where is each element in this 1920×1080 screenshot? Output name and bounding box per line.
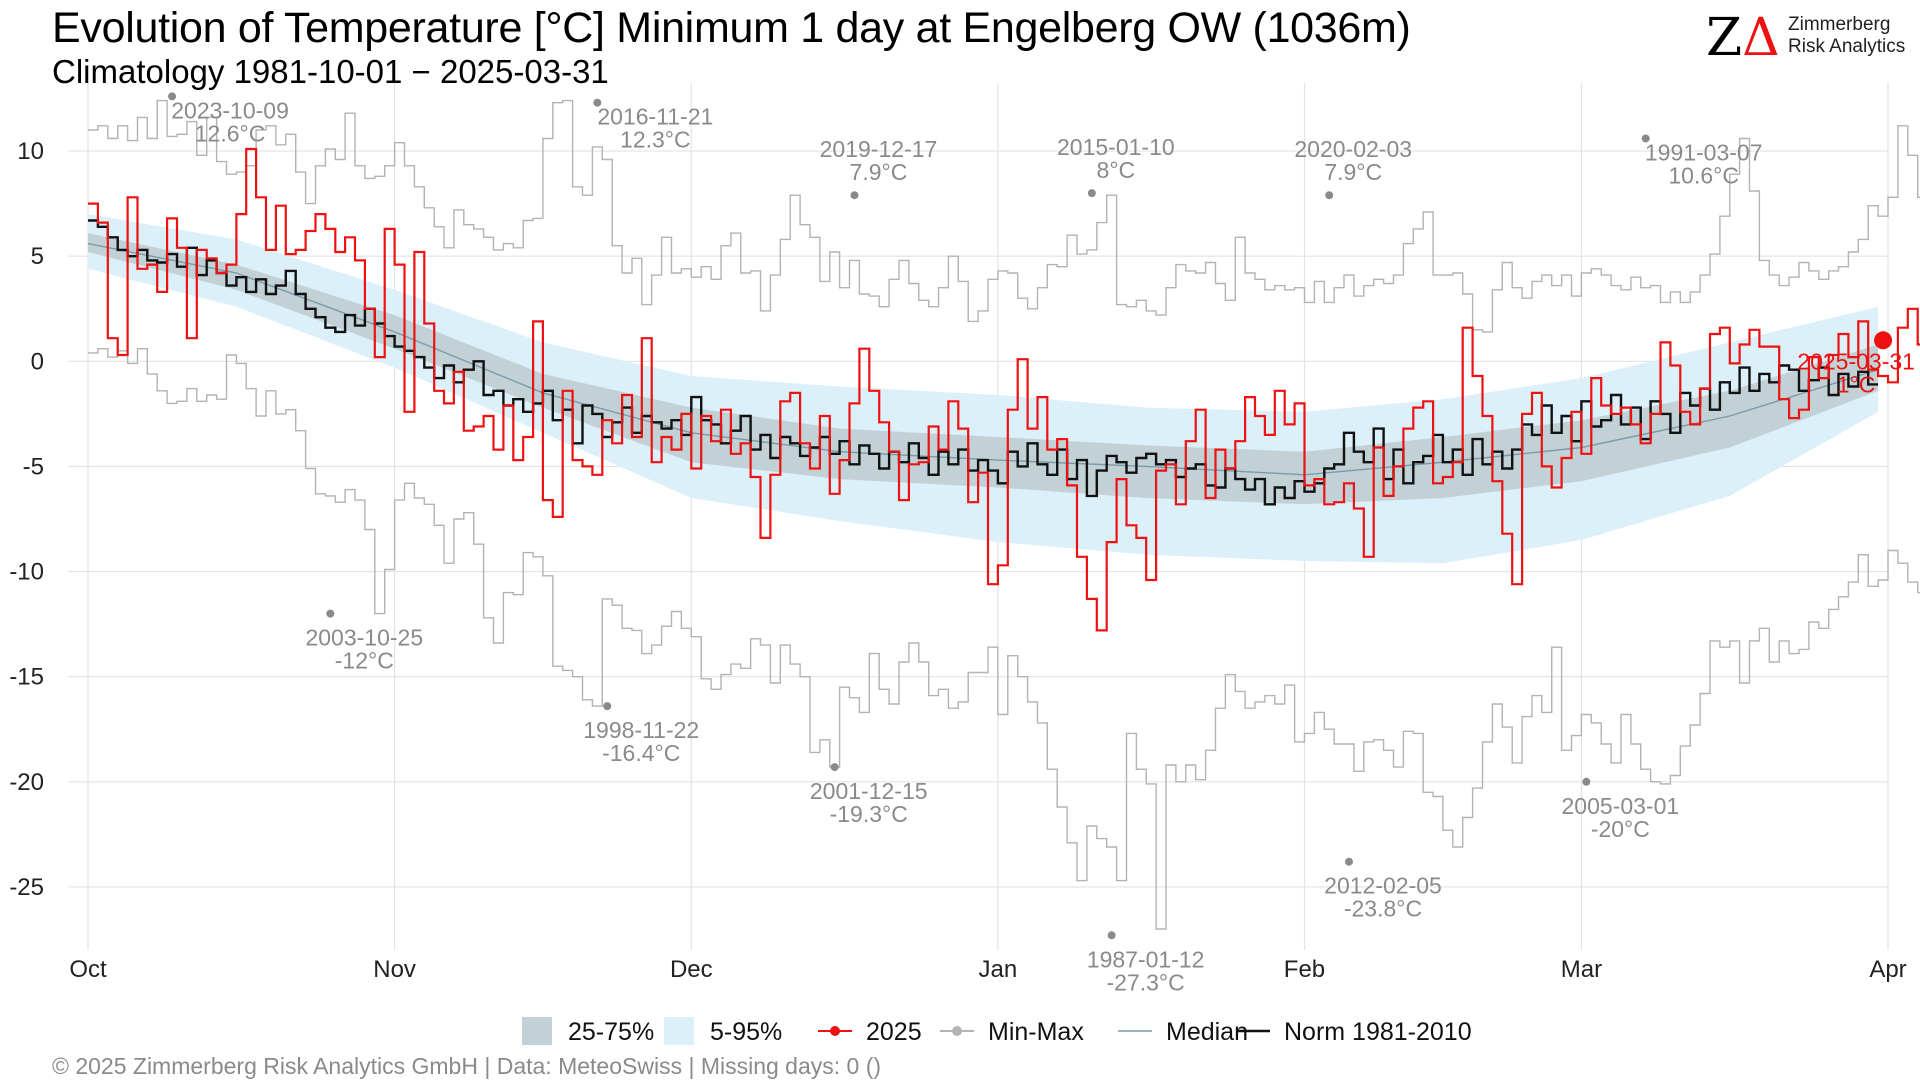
legend-label: 25-75% — [568, 1018, 654, 1046]
legend-item-minmax: Min-Max — [940, 1018, 1084, 1046]
y-tick-label: -15 — [9, 664, 44, 691]
extreme-date-label: 2003-10-25 — [305, 625, 423, 651]
legend-swatch-dot — [830, 1026, 840, 1036]
extreme-value-label: 12.6°C — [195, 120, 266, 146]
y-tick-label: 0 — [31, 348, 44, 375]
extreme-marker — [168, 92, 177, 101]
percentile-bands — [88, 214, 1879, 564]
legend-item-iqr: 25-75% — [522, 1017, 654, 1046]
extreme-marker — [603, 702, 612, 711]
legend-item-norm: Norm 1981-2010 — [1236, 1018, 1472, 1046]
extreme-date-label: 2016-11-21 — [597, 104, 713, 130]
extreme-value-label: -19.3°C — [830, 801, 908, 827]
y-tick-label: 5 — [31, 243, 44, 270]
chart-title: Evolution of Temperature [°C] Minimum 1 … — [52, 4, 1411, 52]
extreme-annotations: 2025-03-311°C2023-10-0912.6°C2016-11-211… — [168, 92, 1915, 995]
chart-subtitle: Climatology 1981-10-01 − 2025-03-31 — [52, 53, 609, 90]
legend-label: Min-Max — [988, 1018, 1084, 1046]
extreme-marker — [850, 191, 859, 200]
extreme-date-label: 1998-11-22 — [583, 717, 699, 743]
legend-item-current: 2025 — [818, 1018, 922, 1046]
legend-label: 2025 — [866, 1018, 922, 1046]
extreme-date-label: 1987-01-12 — [1087, 946, 1205, 972]
extreme-value-label: -27.3°C — [1107, 969, 1185, 995]
y-tick-label: -25 — [9, 874, 44, 901]
extreme-marker — [1641, 134, 1650, 143]
current-value-label: 1°C — [1837, 371, 1876, 397]
extreme-date-label: 1991-03-07 — [1645, 139, 1763, 165]
extreme-value-label: 8°C — [1097, 157, 1136, 183]
extreme-date-label: 2020-02-03 — [1294, 136, 1412, 162]
extreme-marker — [830, 763, 839, 772]
y-tick-label: -5 — [23, 453, 44, 480]
extreme-marker — [1582, 777, 1591, 786]
x-tick-label: Oct — [69, 956, 107, 983]
extreme-date-label: 2023-10-09 — [171, 97, 289, 123]
extreme-date-label: 2015-01-10 — [1057, 134, 1175, 160]
legend-item-p5_95: 5-95% — [664, 1017, 782, 1046]
legend-swatch — [664, 1017, 694, 1045]
extreme-value-label: -16.4°C — [602, 740, 680, 766]
current-point — [1874, 331, 1893, 350]
footer-credit: © 2025 Zimmerberg Risk Analytics GmbH | … — [52, 1053, 882, 1079]
logo-name: Zimmerberg Risk Analytics — [1788, 14, 1905, 58]
x-tick-label: Feb — [1284, 956, 1325, 983]
extreme-value-label: 12.3°C — [620, 127, 691, 153]
extreme-date-label: 2019-12-17 — [820, 136, 938, 162]
legend-swatch — [522, 1017, 552, 1045]
x-tick-label: Jan — [979, 956, 1018, 983]
extreme-marker — [593, 98, 602, 107]
legend-item-median: Median — [1118, 1018, 1248, 1046]
x-axis-ticks: Oct Nov Dec Jan Feb Mar Apr — [69, 956, 1906, 983]
y-tick-label: -10 — [9, 559, 44, 586]
legend-label: Norm 1981-2010 — [1284, 1018, 1472, 1046]
series-2025-line — [88, 147, 1920, 632]
extreme-value-label: 10.6°C — [1668, 162, 1739, 188]
extreme-value-label: -23.8°C — [1344, 896, 1422, 922]
extreme-date-label: 2005-03-01 — [1562, 793, 1680, 819]
legend-swatch-dot — [952, 1026, 962, 1036]
extreme-marker — [1344, 857, 1353, 866]
extreme-value-label: 7.9°C — [850, 159, 908, 185]
extreme-marker — [326, 609, 335, 618]
series-norm-line — [88, 219, 1879, 506]
x-tick-label: Apr — [1869, 956, 1906, 983]
y-tick-label: -20 — [9, 769, 44, 796]
series-lines — [87, 99, 1920, 930]
extreme-date-label: 2012-02-05 — [1324, 873, 1442, 899]
extreme-value-label: -20°C — [1591, 816, 1650, 842]
extreme-value-label: -12°C — [335, 648, 394, 674]
logo-mark: ZΔ — [1706, 8, 1780, 68]
extreme-marker — [1087, 189, 1096, 198]
band-25-75 — [88, 233, 1879, 505]
legend-label: Median — [1166, 1018, 1248, 1046]
legend-label: 5-95% — [710, 1018, 782, 1046]
extreme-date-label: 2001-12-15 — [810, 778, 928, 804]
band-5-95 — [88, 214, 1879, 564]
extreme-value-label: 7.9°C — [1324, 159, 1382, 185]
x-tick-label: Mar — [1561, 956, 1602, 983]
current-date-label: 2025-03-31 — [1797, 348, 1915, 374]
company-logo: ZΔ Zimmerberg Risk Analytics — [1706, 8, 1906, 68]
logo-line-2: Risk Analytics — [1788, 36, 1906, 57]
extreme-marker — [1107, 931, 1116, 940]
legend: 25-75% 5-95% 2025 Min-Max Median Norm 1981-20… — [522, 1017, 1472, 1046]
logo-line-1: Zimmerberg — [1788, 14, 1891, 35]
x-tick-label: Nov — [373, 956, 416, 983]
y-axis-ticks: 10 5 0 -5 -10 -15 -20 -25 — [9, 138, 44, 901]
y-tick-label: 10 — [17, 138, 44, 165]
x-tick-label: Dec — [670, 956, 713, 983]
extreme-marker — [1325, 191, 1334, 200]
series-min-line — [88, 348, 1920, 930]
series-max-line — [88, 99, 1920, 333]
